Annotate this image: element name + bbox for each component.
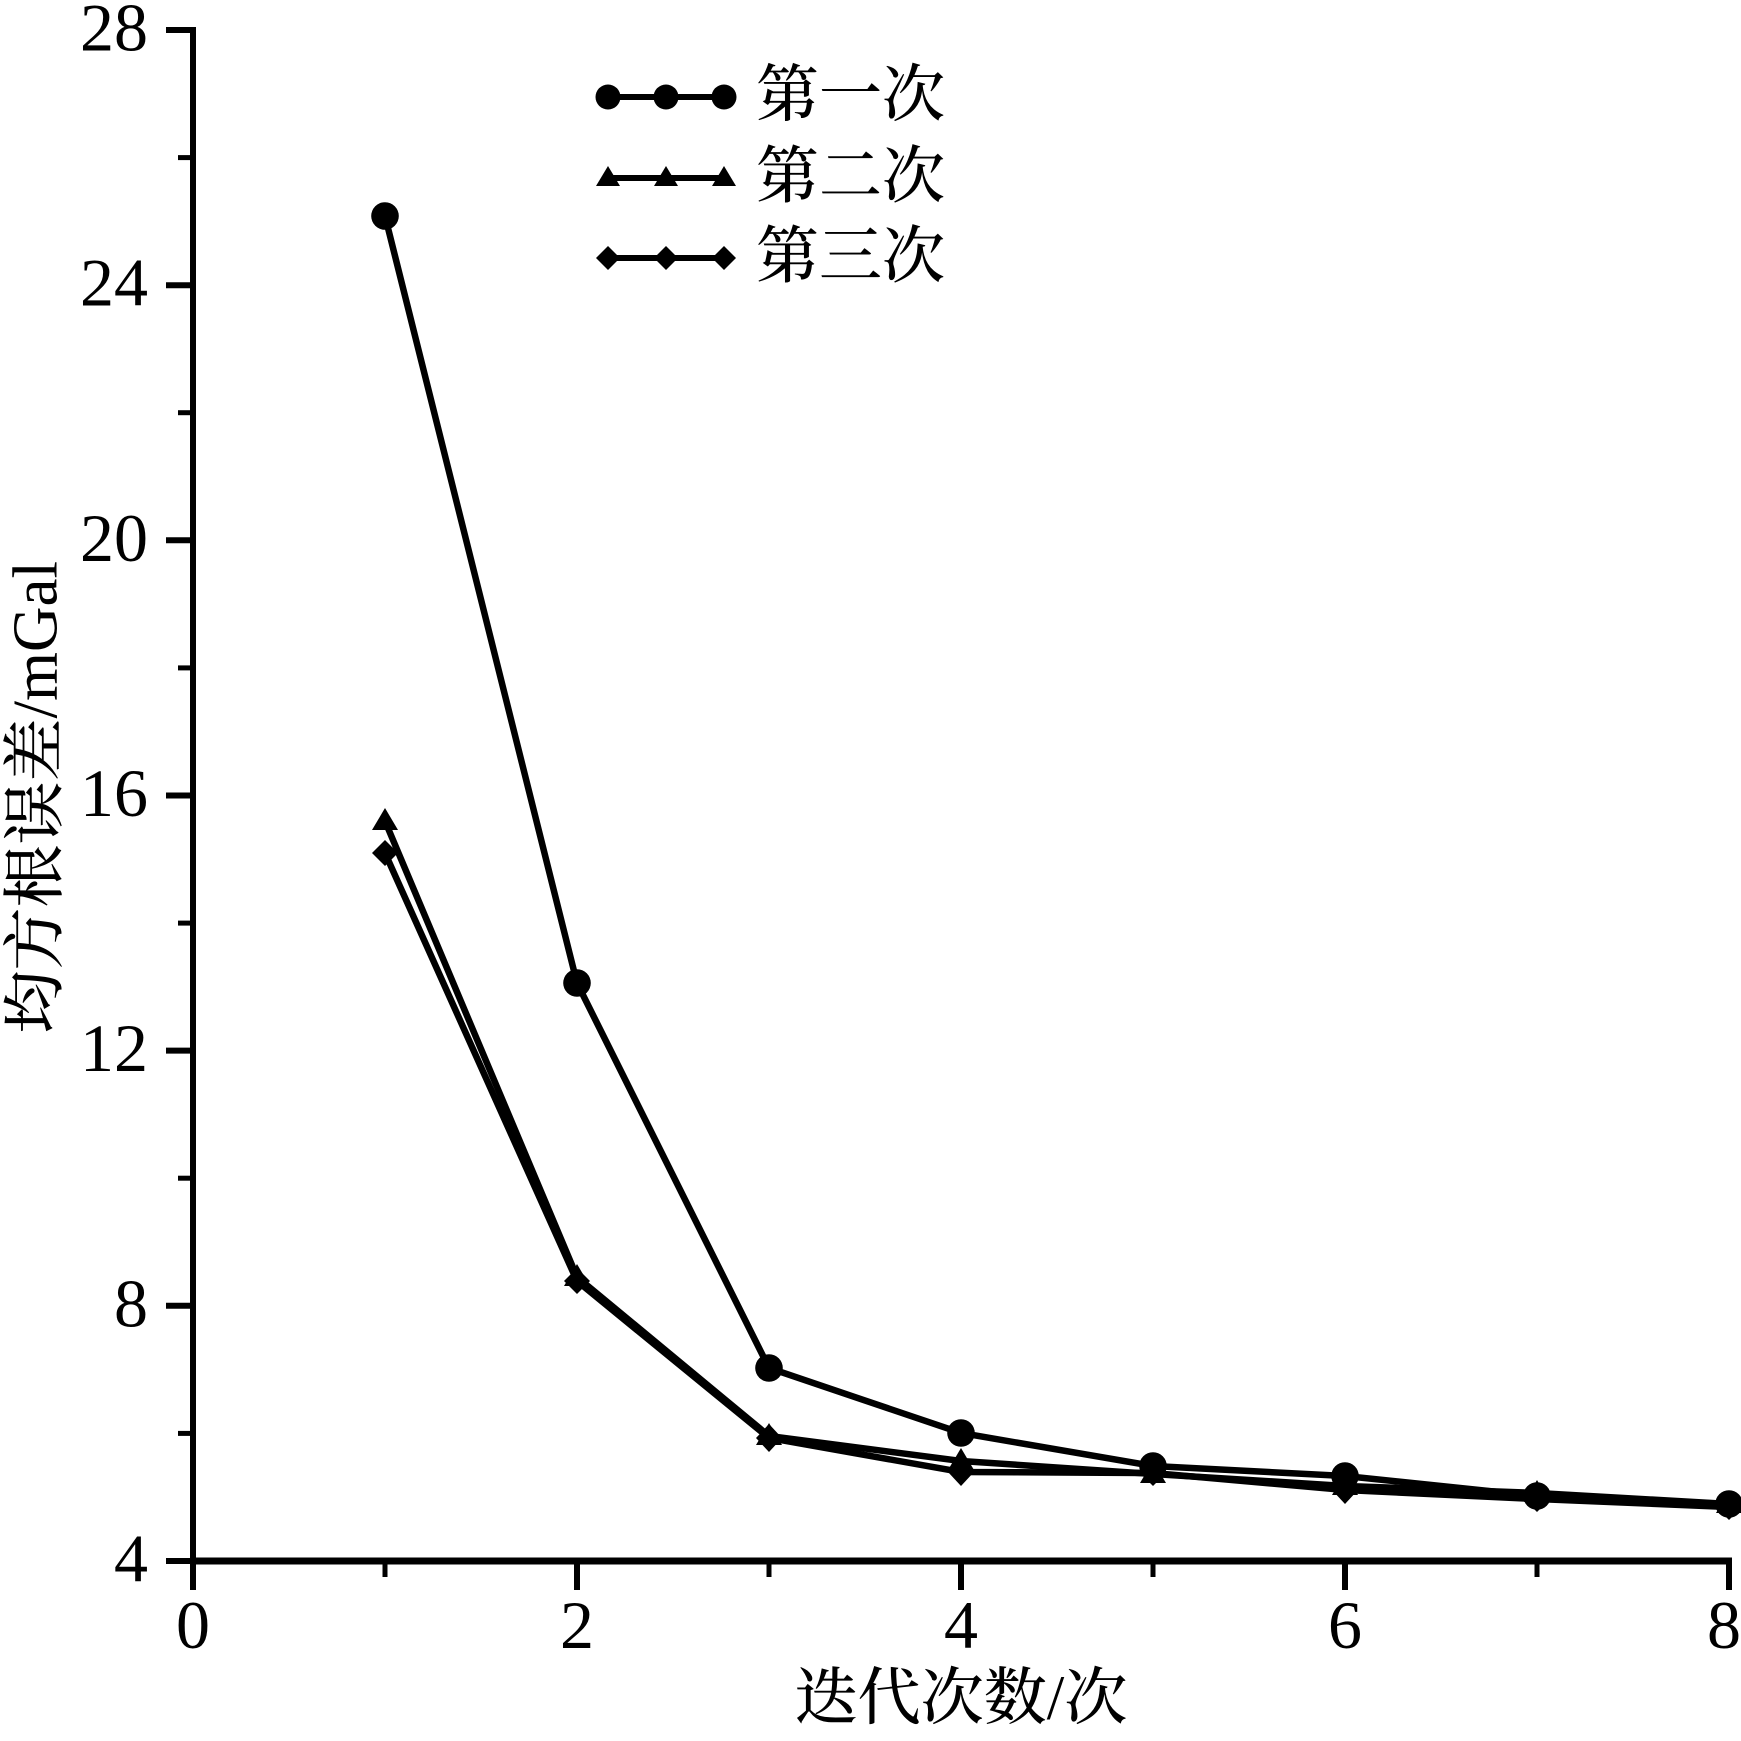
svg-text:6: 6 bbox=[1328, 1587, 1362, 1663]
svg-text:0: 0 bbox=[176, 1587, 210, 1663]
svg-text:24: 24 bbox=[80, 245, 148, 321]
svg-text:12: 12 bbox=[80, 1010, 148, 1086]
svg-text:2: 2 bbox=[560, 1587, 594, 1663]
svg-text:4: 4 bbox=[944, 1587, 978, 1663]
svg-text:28: 28 bbox=[80, 0, 148, 66]
svg-text:8: 8 bbox=[1707, 1587, 1741, 1663]
svg-text:20: 20 bbox=[80, 500, 148, 576]
svg-text:/: / bbox=[1047, 1663, 1065, 1733]
svg-text:8: 8 bbox=[114, 1265, 148, 1341]
svg-text:/mGal: /mGal bbox=[1, 561, 71, 718]
svg-text:4: 4 bbox=[114, 1521, 148, 1597]
svg-text:16: 16 bbox=[80, 755, 148, 831]
